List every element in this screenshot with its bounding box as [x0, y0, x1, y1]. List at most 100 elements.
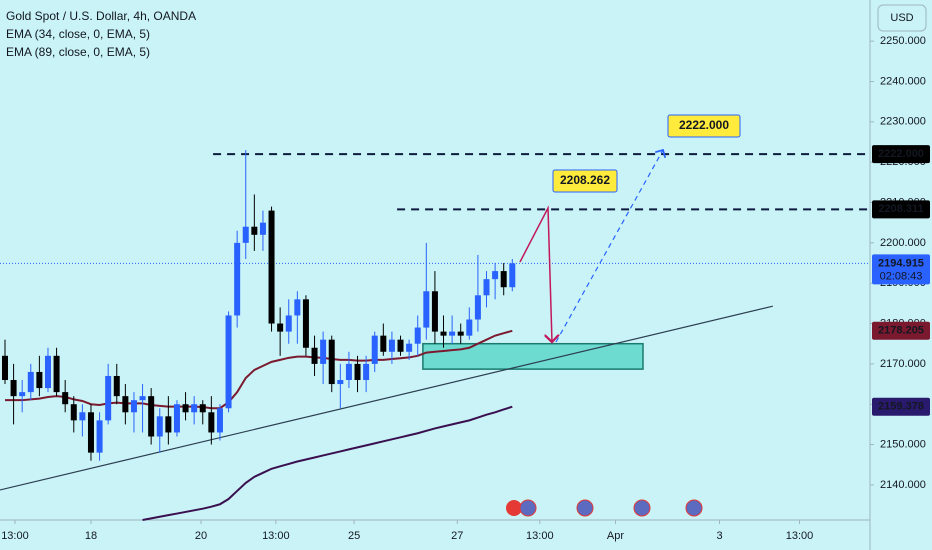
- y-tick-label: 2200.000: [880, 237, 926, 249]
- candle-body: [423, 291, 430, 328]
- price-label: 2208.311: [878, 203, 923, 215]
- candle-body: [165, 416, 172, 433]
- candle-body: [44, 355, 51, 389]
- zone: [422, 342, 644, 370]
- candle-body: [431, 291, 438, 332]
- candle-body: [182, 404, 189, 413]
- candle-body: [10, 380, 17, 397]
- candle-body: [139, 396, 146, 401]
- legend-entry: EMA (89, close, 0, EMA, 5): [6, 45, 150, 59]
- candle-body: [354, 363, 361, 381]
- candle-body: [216, 408, 223, 433]
- candle-body: [122, 396, 129, 413]
- y-tick-label: 2170.000: [880, 358, 926, 370]
- candle-body: [294, 299, 301, 316]
- candle-body: [277, 323, 284, 332]
- candle-body: [234, 242, 241, 316]
- y-tick-label: 2140.000: [880, 479, 926, 491]
- trendline: [0, 305, 773, 491]
- callout: 2208.262: [560, 173, 610, 187]
- candle-body: [96, 420, 103, 453]
- callout: 2222.000: [679, 118, 729, 132]
- x-tick-label: 13:00: [526, 530, 554, 542]
- currency-button[interactable]: [877, 4, 927, 32]
- candle-body: [148, 396, 155, 437]
- candle-body: [449, 331, 456, 336]
- candle-body: [173, 404, 180, 433]
- candle-body: [483, 279, 490, 296]
- projection-arrow-down: [519, 205, 552, 342]
- x-tick-label: 13:00: [786, 530, 814, 542]
- candle-body: [62, 392, 69, 405]
- candle-body: [397, 339, 404, 352]
- candle-body: [414, 327, 421, 344]
- price-label: 2194.915: [878, 257, 924, 269]
- x-tick-label: Apr: [607, 530, 624, 542]
- candle-body: [70, 404, 77, 421]
- candle-body: [320, 339, 327, 364]
- candle-body: [113, 375, 120, 397]
- candle-body: [285, 315, 292, 332]
- x-tick-label: 25: [348, 530, 360, 542]
- candle-body: [225, 315, 232, 409]
- candle-body: [311, 347, 318, 364]
- callout-box: [667, 114, 741, 138]
- candle-body: [509, 263, 516, 288]
- candle-body: [105, 375, 112, 421]
- candle-body: [19, 392, 26, 397]
- currency-label[interactable]: USD: [890, 12, 913, 24]
- callout-box: [552, 169, 618, 193]
- candle-body: [380, 335, 387, 352]
- candle-body: [440, 331, 447, 336]
- candle-body: [328, 339, 335, 385]
- candle-body: [406, 343, 413, 352]
- candle-body: [199, 404, 206, 413]
- candle-body: [371, 335, 378, 364]
- candle-body: [251, 226, 258, 235]
- candle-body: [345, 363, 352, 381]
- candle-body: [36, 371, 43, 389]
- ema-line: [142, 405, 513, 521]
- candle-body: [242, 226, 249, 243]
- candle-body: [466, 319, 473, 336]
- price-label-box: [872, 254, 930, 285]
- price-label-box: [872, 200, 930, 219]
- x-tick-label: 27: [451, 530, 463, 542]
- candle-body: [457, 331, 464, 336]
- price-label: 2222.000: [878, 148, 924, 160]
- candle-body: [268, 210, 275, 324]
- price-label: 2178.205: [878, 325, 924, 337]
- x-tick-label: 18: [85, 530, 97, 542]
- y-tick-label: 2230.000: [880, 116, 926, 128]
- y-tick-label: 2150.000: [880, 438, 926, 450]
- candle-body: [208, 412, 215, 433]
- candle-body: [363, 363, 370, 381]
- candle-body: [130, 400, 137, 413]
- legend-title: Gold Spot / U.S. Dollar, 4h, OANDA: [6, 9, 196, 23]
- candle-body: [27, 371, 34, 393]
- candle-body: [474, 295, 481, 320]
- candle-body: [191, 404, 198, 413]
- candle-body: [53, 355, 60, 393]
- x-tick-label: 20: [195, 530, 207, 542]
- event-icon: [506, 500, 522, 516]
- event-icons: [506, 499, 703, 517]
- y-tick-label: 2240.000: [880, 75, 926, 87]
- candle-body: [156, 416, 163, 437]
- y-tick-label: 2250.000: [880, 35, 926, 47]
- x-tick-label: 13:00: [262, 530, 290, 542]
- event-icon: [685, 499, 703, 517]
- price-label: 2159.378: [878, 401, 924, 413]
- candle-body: [1, 355, 8, 381]
- projection-arrow-up: [555, 150, 663, 343]
- x-tick-label: 3: [716, 530, 722, 542]
- candle-body: [388, 339, 395, 352]
- event-icon: [519, 499, 537, 517]
- candle-body: [492, 271, 499, 280]
- price-label-box: [872, 321, 930, 340]
- candle-body: [500, 271, 507, 288]
- legend-entry: EMA (34, close, 0, EMA, 5): [6, 27, 150, 41]
- price-countdown: 02:08:43: [880, 270, 923, 282]
- candle-body: [337, 380, 344, 385]
